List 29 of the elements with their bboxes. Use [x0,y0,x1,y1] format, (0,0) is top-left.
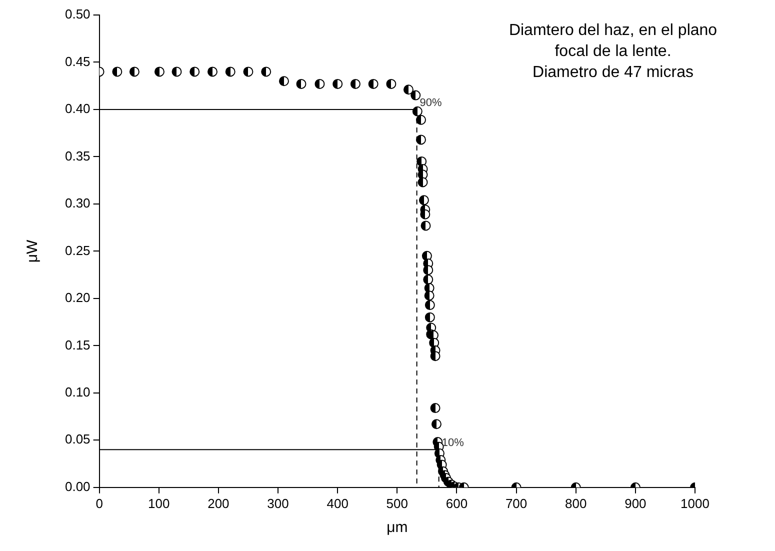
x-axis-title: μm [386,519,408,536]
y-tick-label: 0.40 [64,101,90,116]
annotation: 90% [420,97,442,110]
annotation: Diamtero del haz, en el plano [508,21,718,41]
y-tick-label: 0.00 [64,478,90,494]
annotation: 10% [442,437,464,450]
x-tick-label: 300 [267,496,289,511]
y-tick-label: 0.30 [64,196,90,211]
y-tick-label: 0.15 [64,337,90,352]
x-tick-label: 700 [505,496,528,511]
x-tick-label: 400 [326,496,348,511]
y-axis-title: μW [24,238,42,263]
x-tick-label: 0 [96,496,103,511]
y-tick-label: 0.10 [64,384,90,400]
x-tick-label: 500 [386,496,408,511]
y-tick-label: 0.50 [64,6,90,22]
x-tick-label: 200 [208,496,230,511]
x-tick-label: 800 [565,496,587,511]
annotation: focal de la lente. [554,42,672,62]
y-tick-label: 0.25 [64,242,90,258]
y-tick-label: 0.35 [64,148,90,164]
x-tick-label: 1000 [680,496,710,511]
annotation: Diametro de 47 micras [532,63,694,83]
y-tick-label: 0.20 [64,290,90,306]
y-tick-label: 0.05 [64,432,90,447]
x-tick-label: 100 [148,496,170,511]
y-tick-label: 0.45 [64,54,90,69]
x-tick-label: 900 [624,496,646,511]
x-tick-label: 600 [446,496,468,511]
